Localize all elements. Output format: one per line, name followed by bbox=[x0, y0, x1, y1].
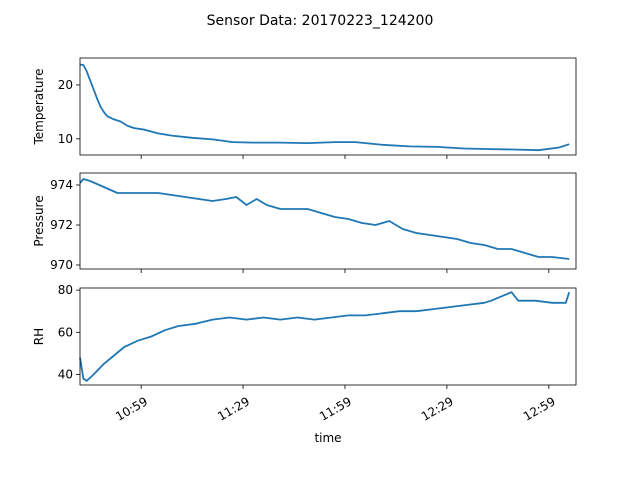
series-line-2-1 bbox=[79, 178, 570, 260]
y-tick-label: 972 bbox=[50, 218, 73, 232]
figure-title: Sensor Data: 20170223_124200 bbox=[207, 13, 434, 29]
subplot-3: 40 60 80 10:59 11:29 11:59 12:29 12:59 RH bbox=[32, 283, 577, 424]
x-tick-label: 12:59 bbox=[521, 394, 558, 423]
y-tick-label: 40 bbox=[58, 367, 73, 381]
subplot-panels: 10 20 Temperature 970 972 974 Pressure 40 60 80 10… bbox=[32, 57, 577, 424]
x-axis-label: time bbox=[314, 431, 341, 445]
y-axis-label: Pressure bbox=[32, 195, 46, 246]
x-tick-label: 11:29 bbox=[215, 394, 252, 423]
subplot-2: 970 972 974 Pressure bbox=[32, 172, 577, 273]
y-tick-label: 974 bbox=[50, 178, 73, 192]
x-tick-label: 12:29 bbox=[419, 394, 456, 423]
y-axis-label: Temperature bbox=[32, 68, 46, 145]
y-tick-label: 80 bbox=[58, 283, 73, 297]
axes-frame bbox=[79, 287, 577, 386]
x-tick-label: 11:59 bbox=[317, 394, 354, 423]
y-tick-label: 60 bbox=[58, 325, 73, 339]
y-axis-label: RH bbox=[32, 328, 46, 345]
y-tick-label: 10 bbox=[58, 132, 73, 146]
y-tick-label: 20 bbox=[58, 78, 73, 92]
subplot-1: 10 20 Temperature bbox=[32, 57, 577, 159]
series-line-1-1 bbox=[79, 63, 570, 152]
axes-frame bbox=[79, 172, 577, 270]
series-line-3-1 bbox=[79, 291, 571, 382]
y-tick-label: 970 bbox=[50, 258, 73, 272]
axes-frame bbox=[79, 57, 577, 156]
x-tick-label: 10:59 bbox=[113, 394, 150, 423]
